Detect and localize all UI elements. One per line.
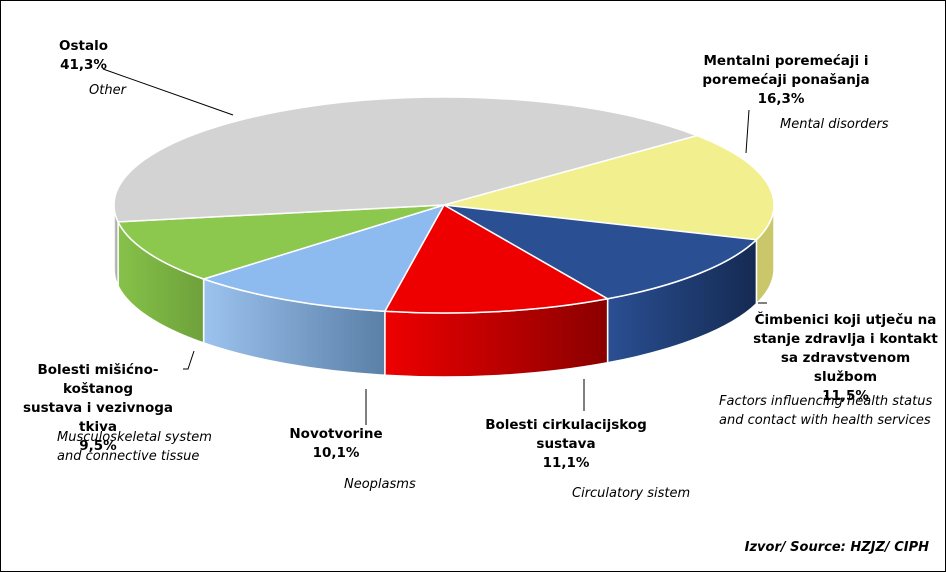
label-other: Ostalo 41,3%	[59, 37, 108, 75]
label-circulatory-en: Circulatory sistem	[572, 486, 691, 501]
label-other-value: 41,3%	[60, 57, 107, 73]
label-factors-en: Factors influencing health status and co…	[719, 392, 932, 430]
label-factors: Čimbenici koji utječu na stanje zdravlja…	[753, 311, 938, 406]
pie-slice-6	[113, 96, 700, 223]
label-other-en: Other	[89, 83, 126, 98]
label-mental-line1: Mentalni poremećaji i	[703, 53, 869, 69]
label-musculo-value: 9,5%	[79, 438, 117, 454]
label-musculo-en2: and connective tissue	[57, 449, 200, 464]
label-neoplasms: Novotvorine 10,1%	[281, 425, 391, 463]
source-note: Izvor/ Source: HZJZ/ CIPH	[744, 540, 929, 555]
label-factors-line2: stanje zdravlja i kontakt	[753, 331, 938, 347]
label-factors-line3: sa zdravstvenom službom	[780, 350, 911, 385]
label-mental-value: 16,3%	[757, 91, 805, 107]
label-factors-value: 11,5%	[822, 388, 869, 404]
label-musculo-line1: Bolesti mišićno-koštanog	[37, 362, 159, 397]
label-musculo-en: Musculoskeletal system and connective ti…	[57, 428, 212, 466]
label-neoplasms-en: Neoplasms	[344, 477, 416, 492]
label-circulatory: Bolesti cirkulacijskog sustava 11,1%	[481, 416, 651, 473]
leader-musculo	[183, 350, 195, 370]
label-circulatory-value: 11,1%	[542, 455, 590, 471]
label-factors-en1: Factors influencing health status	[719, 394, 933, 409]
leader-mental	[745, 109, 750, 154]
label-circulatory-line2: sustava	[536, 436, 596, 452]
label-neoplasms-line1: Novotvorine	[289, 426, 383, 442]
label-other-name: Ostalo	[59, 38, 108, 54]
pie-slice-2	[443, 204, 759, 300]
label-factors-line1: Čimbenici koji utječu na	[754, 312, 937, 328]
label-neoplasms-value: 10,1%	[312, 445, 360, 461]
pie-slice-4	[201, 203, 446, 313]
label-mental-en: Mental disorders	[780, 117, 889, 132]
pie-sides	[113, 204, 775, 378]
leader-other	[102, 68, 234, 116]
leader-lines	[102, 68, 767, 425]
pie-slice-3	[383, 203, 610, 314]
pie-slice-5	[116, 204, 445, 280]
label-mental: Mentalni poremećaji i poremećaji ponašan…	[691, 52, 881, 109]
label-factors-en2: and contact with health services	[719, 413, 931, 428]
pie-tops	[113, 96, 775, 314]
label-musculo-line2: sustava i vezivnoga tkiva	[22, 400, 174, 435]
label-musculo-en1: Musculoskeletal system	[57, 430, 212, 445]
label-musculo: Bolesti mišićno-koštanog sustava i veziv…	[7, 361, 189, 456]
label-circulatory-line1: Bolesti cirkulacijskog	[485, 417, 647, 433]
label-mental-line2: poremećaji ponašanja	[702, 72, 870, 88]
